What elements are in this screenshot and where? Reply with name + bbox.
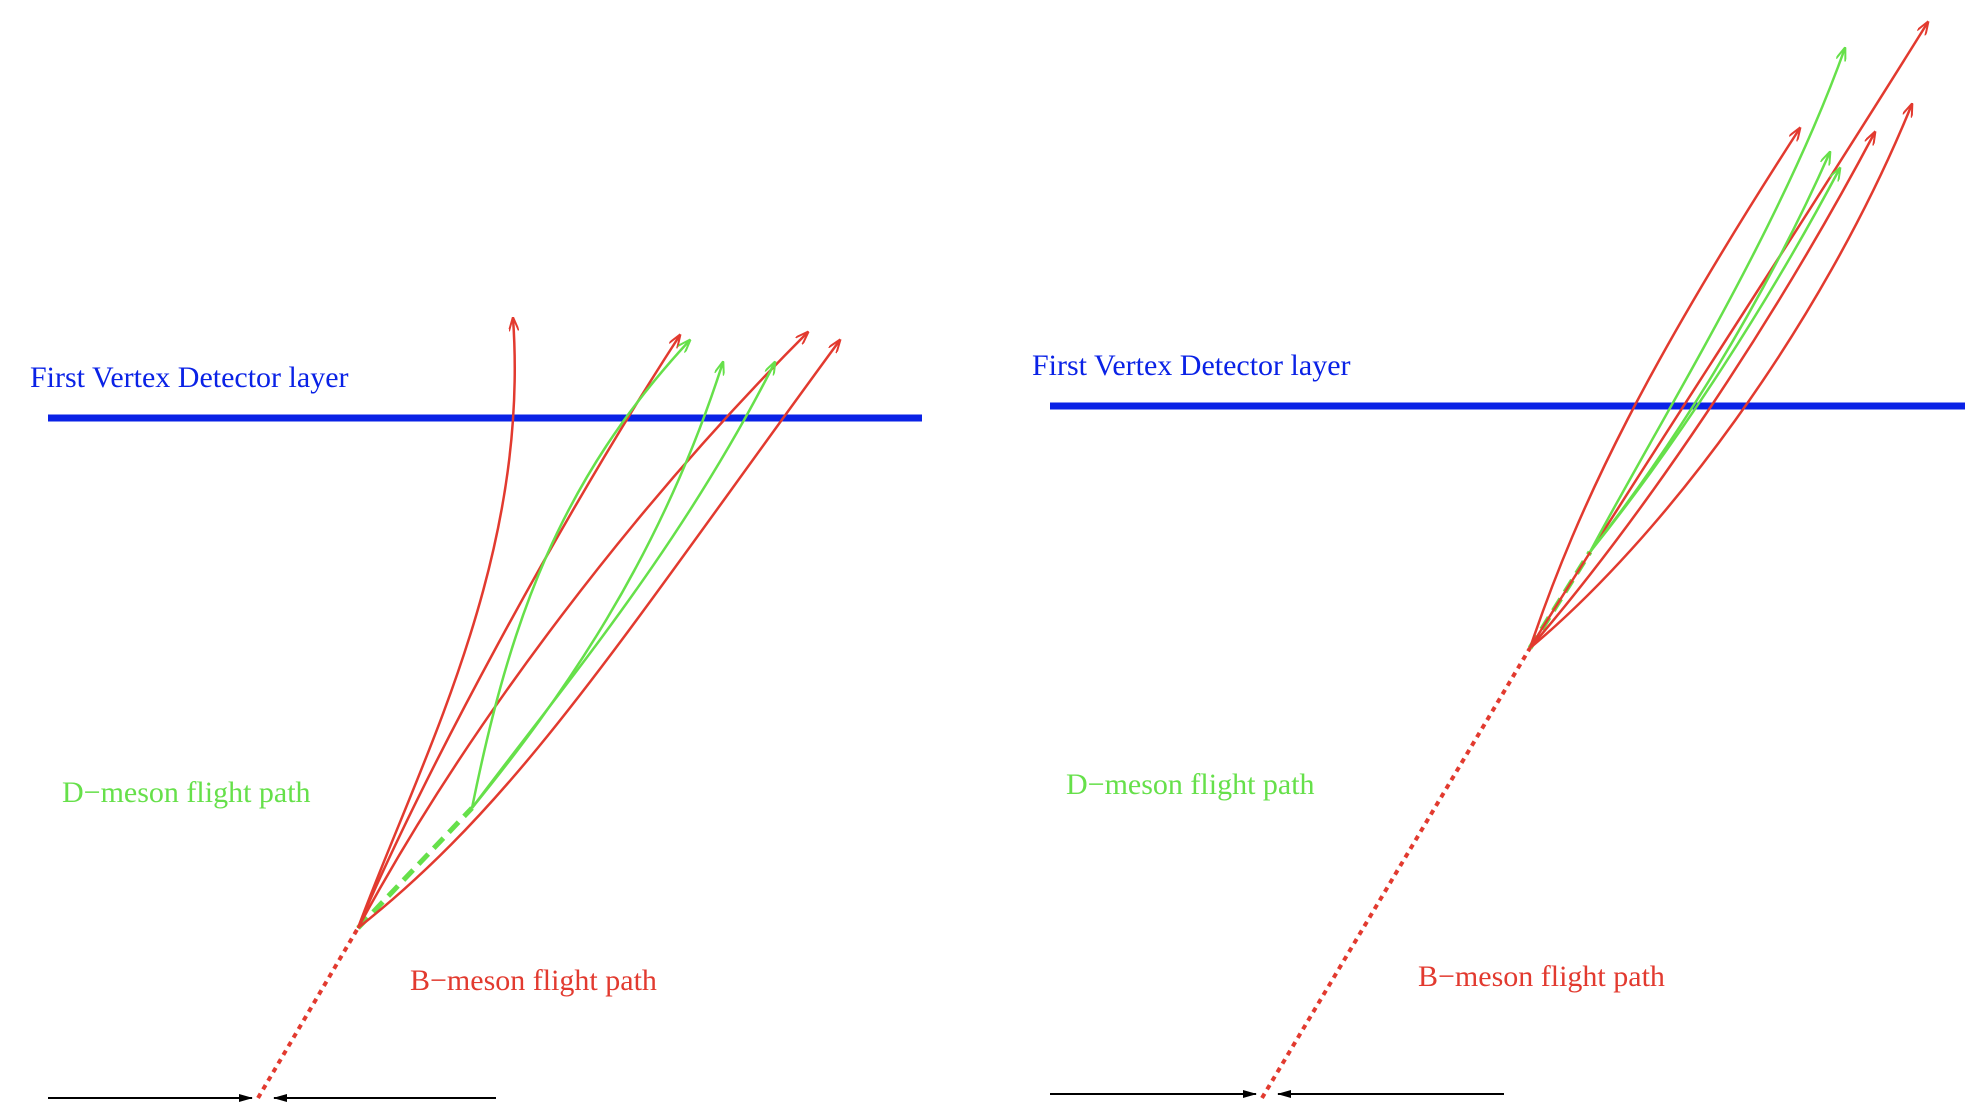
d-decay-track: [471, 362, 723, 809]
b-meson-label: B−meson flight path: [1418, 960, 1665, 993]
b-decay-track: [356, 335, 680, 929]
b-decay-track: [1529, 132, 1875, 649]
b-decay-track: [1528, 128, 1800, 649]
b-decay-track: [1528, 22, 1928, 649]
panel-left: First Vertex Detector layer D−meson flig…: [30, 318, 922, 1102]
d-decay-track: [1589, 152, 1830, 553]
vertex-detector-layer-label: First Vertex Detector layer: [1032, 349, 1351, 382]
b-decay-track: [1529, 104, 1912, 649]
d-decay-track: [470, 340, 690, 809]
b-meson-flight-path: [1260, 646, 1532, 1100]
b-meson-flight-path: [256, 926, 360, 1100]
panel-right: First Vertex Detector layer D−meson flig…: [1032, 22, 1965, 1100]
b-decay-track: [356, 332, 808, 929]
d-meson-label: D−meson flight path: [1066, 768, 1315, 801]
vertex-detector-layer-label: First Vertex Detector layer: [30, 361, 349, 394]
d-decay-track: [470, 362, 775, 809]
d-meson-label: D−meson flight path: [62, 776, 311, 809]
b-decay-track: [356, 318, 515, 929]
d-decay-track: [1589, 168, 1840, 553]
b-meson-label: B−meson flight path: [410, 964, 657, 997]
d-meson-flight-path: [356, 806, 474, 930]
b-decay-track: [357, 340, 840, 929]
d-decay-track: [1588, 48, 1845, 553]
